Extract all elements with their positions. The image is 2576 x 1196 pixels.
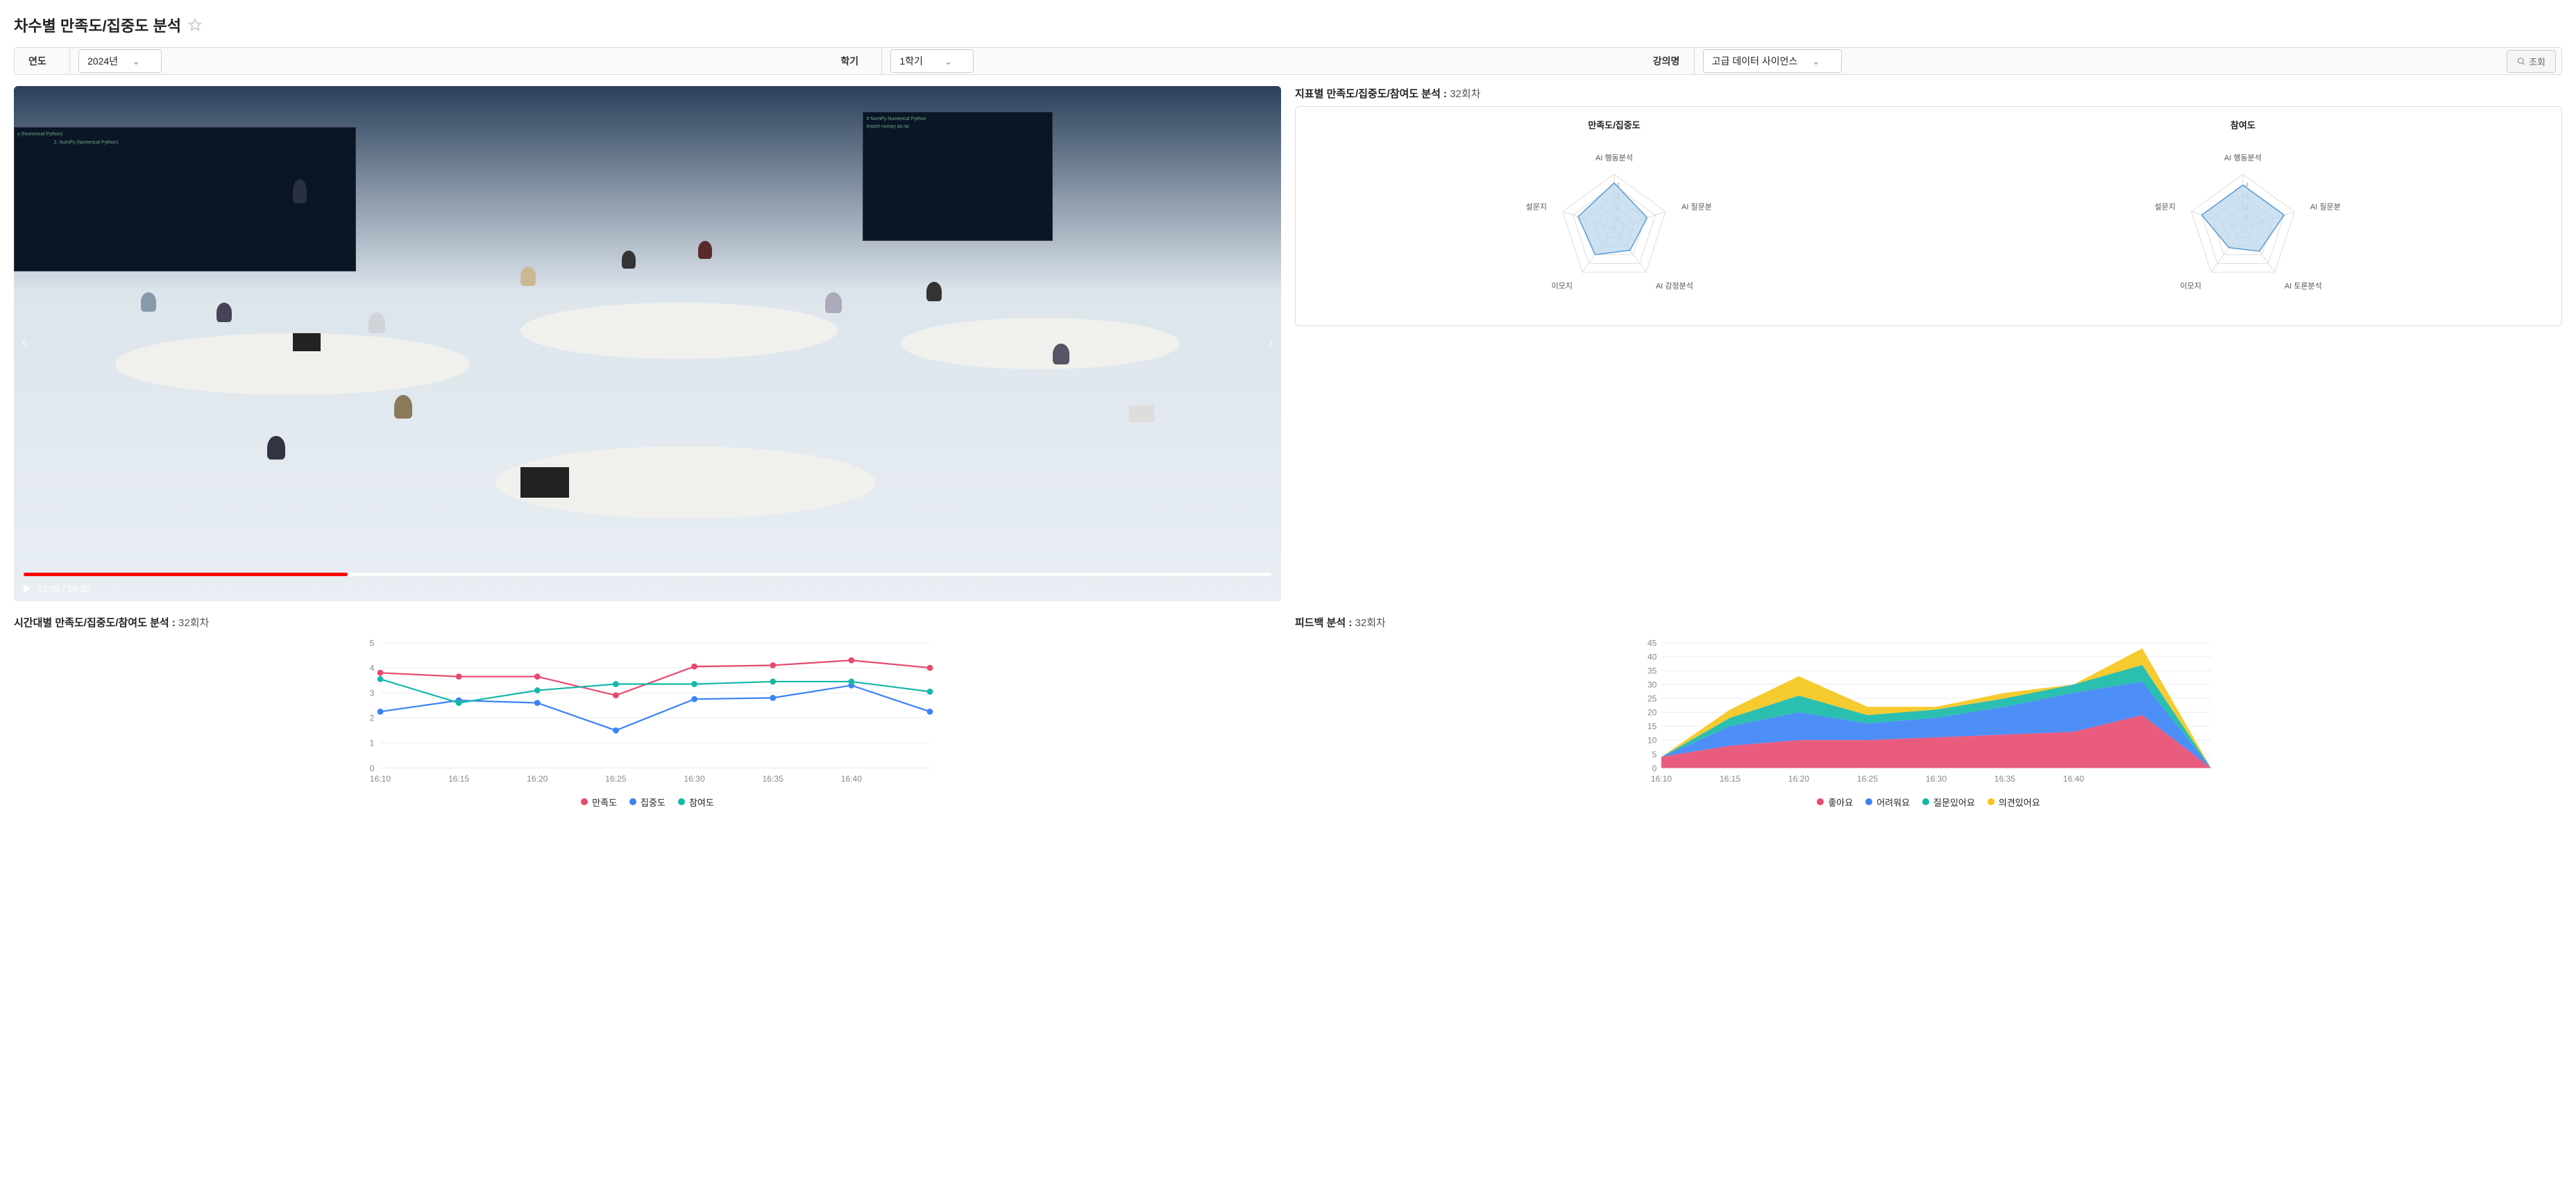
- svg-text:16:35: 16:35: [1994, 774, 2016, 784]
- area-chart: 0 5 10 15 20 25 30 35 40 45 16:10 16:15 16:20 16:25 16…: [1295, 635, 2562, 788]
- radar-subtitle: 만족도/집중도: [1588, 118, 1640, 131]
- semester-label: 학기: [827, 48, 882, 74]
- svg-text:AI 감정분석: AI 감정분석: [1656, 282, 1693, 291]
- svg-text:이모지: 이모지: [1552, 282, 1573, 291]
- svg-text:설문지: 설문지: [1526, 202, 1547, 211]
- radar-subtitle: 참여도: [2230, 118, 2255, 131]
- page-title: 차수별 만족도/집중도 분석: [14, 14, 181, 36]
- svg-text:1: 1: [369, 739, 374, 748]
- semester-value: 1학기: [899, 54, 923, 68]
- svg-text:AI 질문분석: AI 질문분석: [1681, 202, 1711, 211]
- line-chart-panel: 시간대별 만족도/집중도/참여도 분석 : 32회차 0 1 2 3 4 5 16:10 16…: [14, 615, 1281, 809]
- legend-item[interactable]: 집중도: [629, 795, 666, 809]
- svg-text:AI 행동분석: AI 행동분석: [1595, 153, 1633, 162]
- course-label: 강의명: [1639, 48, 1695, 74]
- svg-text:10: 10: [1647, 736, 1657, 746]
- year-label: 연도: [15, 48, 70, 74]
- chevron-down-icon: ⌄: [944, 56, 953, 67]
- svg-text:이모지: 이모지: [2180, 282, 2201, 291]
- search-label: 조회: [2529, 55, 2545, 68]
- svg-text:35: 35: [1647, 666, 1657, 675]
- screen-left-text: y (Numerical Python) 2. NumPy (Numerical…: [15, 128, 355, 149]
- semester-select[interactable]: 1학기 ⌄: [890, 49, 974, 73]
- legend-item[interactable]: 참여도: [678, 795, 714, 809]
- legend-item[interactable]: 어려워요: [1865, 795, 1910, 809]
- play-icon[interactable]: [24, 584, 31, 593]
- svg-text:4: 4: [369, 663, 374, 673]
- video-progress-track[interactable]: [24, 573, 1271, 576]
- screen-right-text: # NumPy Numerical Python import numpy as…: [863, 112, 1052, 133]
- video-time: 15:08 / 58:30: [37, 584, 90, 594]
- year-value: 2024년: [87, 54, 118, 68]
- svg-text:16:30: 16:30: [1926, 774, 1947, 784]
- legend-item[interactable]: 만족도: [581, 795, 617, 809]
- svg-text:0: 0: [369, 764, 374, 773]
- search-icon: [2517, 57, 2526, 66]
- svg-text:16:40: 16:40: [841, 774, 863, 784]
- legend-item[interactable]: 좋아요: [1817, 795, 1853, 809]
- svg-text:16:10: 16:10: [370, 774, 391, 784]
- svg-text:16:20: 16:20: [527, 774, 548, 784]
- line-chart-title: 시간대별 만족도/집중도/참여도 분석 : 32회차: [14, 615, 1281, 630]
- chevron-down-icon: ⌄: [132, 56, 140, 67]
- line-chart-legend: 만족도 집중도 참여도: [14, 795, 1281, 809]
- svg-text:5: 5: [369, 638, 374, 648]
- course-value: 고급 데이터 사이언스: [1712, 54, 1798, 68]
- radar-section: 지표별 만족도/집중도/참여도 분석 : 32회차 만족도/집중도 AI 행동분석…: [1295, 86, 2562, 601]
- svg-text:16:30: 16:30: [684, 774, 705, 784]
- area-chart-legend: 좋아요 어려워요 질문있어요 의견있어요: [1295, 795, 2562, 809]
- video-prev-button[interactable]: ‹: [14, 330, 35, 357]
- filter-bar: 연도 2024년 ⌄ 학기 1학기 ⌄ 강의명 고급 데이터 사이언스 ⌄ 조회: [14, 47, 2562, 75]
- area-chart-title: 피드백 분석 : 32회차: [1295, 615, 2562, 630]
- radar-title: 지표별 만족도/집중도/참여도 분석 : 32회차: [1295, 86, 2562, 101]
- svg-text:25: 25: [1647, 693, 1657, 703]
- area-chart-panel: 피드백 분석 : 32회차 0 5 10 15 20 25 30 35 40 45 16:10 16:…: [1295, 615, 2562, 809]
- chevron-down-icon: ⌄: [1812, 56, 1820, 67]
- svg-text:16:25: 16:25: [1857, 774, 1879, 784]
- svg-text:5: 5: [1652, 750, 1657, 759]
- svg-text:16:20: 16:20: [1788, 774, 1810, 784]
- svg-text:16:25: 16:25: [605, 774, 627, 784]
- course-select[interactable]: 고급 데이터 사이언스 ⌄: [1703, 49, 1842, 73]
- svg-text:16:10: 16:10: [1651, 774, 1672, 784]
- svg-text:설문지: 설문지: [2155, 202, 2176, 211]
- line-chart: 0 1 2 3 4 5 16:10 16:15 16:20 16:25 16:30 16:35 16:4…: [14, 635, 1281, 788]
- video-frame: y (Numerical Python) 2. NumPy (Numerical…: [14, 86, 1281, 601]
- svg-text:AI 토론분석: AI 토론분석: [2285, 282, 2322, 291]
- svg-text:0: 0: [1652, 764, 1657, 773]
- svg-text:AI 질문분석: AI 질문분석: [2310, 202, 2340, 211]
- svg-text:40: 40: [1647, 652, 1657, 662]
- video-player[interactable]: y (Numerical Python) 2. NumPy (Numerical…: [14, 86, 1281, 601]
- svg-text:45: 45: [1647, 638, 1657, 648]
- svg-text:3: 3: [369, 688, 374, 698]
- svg-text:16:15: 16:15: [1720, 774, 1741, 784]
- svg-text:16:40: 16:40: [2063, 774, 2085, 784]
- legend-item[interactable]: 질문있어요: [1922, 795, 1975, 809]
- svg-text:16:15: 16:15: [448, 774, 470, 784]
- legend-item[interactable]: 의견있어요: [1988, 795, 2040, 809]
- radar-chart: 참여도AI 행동분석AI 질문분석AI 토론분석이모지설문지1234: [1935, 118, 2550, 314]
- video-next-button[interactable]: ›: [1260, 330, 1281, 357]
- favorite-star-icon[interactable]: [188, 18, 202, 32]
- svg-text:16:35: 16:35: [763, 774, 784, 784]
- svg-text:20: 20: [1647, 707, 1657, 717]
- svg-text:15: 15: [1647, 721, 1657, 731]
- svg-text:30: 30: [1647, 680, 1657, 689]
- search-button[interactable]: 조회: [2507, 50, 2556, 73]
- video-progress-fill: [24, 573, 348, 576]
- year-select[interactable]: 2024년 ⌄: [78, 49, 162, 73]
- svg-text:AI 행동분석: AI 행동분석: [2224, 153, 2262, 162]
- radar-chart: 만족도/집중도AI 행동분석AI 질문분석AI 감정분석이모지설문지1234: [1307, 118, 1922, 314]
- svg-text:2: 2: [369, 713, 374, 723]
